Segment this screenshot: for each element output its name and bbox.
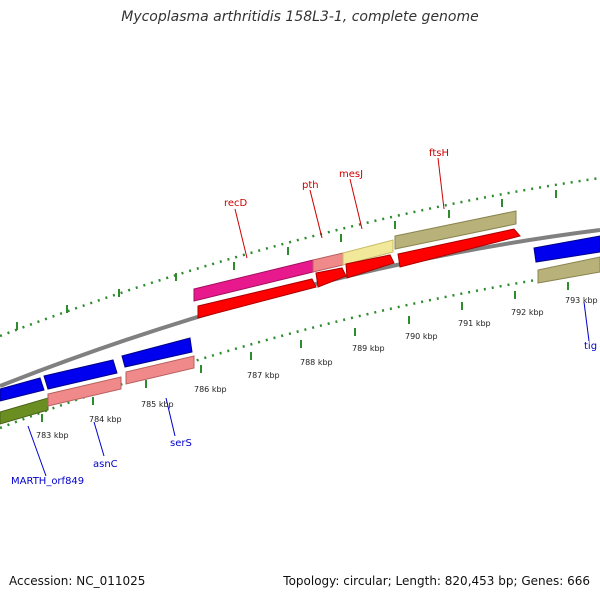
leader-ftsH	[437, 157, 445, 210]
forward-genes-outer	[193, 210, 517, 302]
gene-tig-inner[interactable]	[537, 256, 600, 284]
gene-label-serS[interactable]: serS	[170, 438, 192, 449]
gene-arrow-reverse[interactable]	[533, 235, 600, 263]
leader-recD	[234, 208, 248, 259]
gene-arrow[interactable]	[397, 228, 521, 268]
reverse-genes	[0, 235, 600, 425]
accession-text: Accession: NC_011025	[9, 574, 146, 588]
tick-label: 785 kbp	[141, 400, 174, 409]
tick-label: 789 kbp	[352, 344, 385, 353]
leader-asnC	[93, 421, 105, 457]
tick-label: 787 kbp	[247, 371, 280, 380]
tick-labels: 783 kbp 784 kbp 785 kbp 786 kbp 787 kbp …	[36, 296, 598, 440]
leader-tig	[583, 301, 590, 342]
tick-label: 791 kbp	[458, 319, 491, 328]
leader-pth	[309, 189, 323, 239]
gene-arrow-reverse[interactable]	[43, 359, 118, 390]
inner-tick-ring	[0, 268, 600, 430]
leader-mesJ	[349, 178, 363, 230]
gene-arrow[interactable]	[315, 267, 347, 288]
tick-label: 792 kbp	[511, 308, 544, 317]
gene-label-asnC[interactable]: asnC	[93, 459, 118, 470]
gene-label-tig[interactable]: tig	[584, 341, 597, 352]
tick-label: 784 kbp	[89, 415, 122, 424]
gene-arrow[interactable]	[197, 278, 317, 319]
leader-serS	[165, 397, 176, 437]
leader-MARTH_orf849	[27, 425, 47, 477]
tick-label: 790 kbp	[405, 332, 438, 341]
genome-summary-text: Topology: circular; Length: 820,453 bp; …	[283, 574, 590, 588]
gene-labels: recD pth mesJ ftsH MARTH_orf849 asnC ser…	[11, 148, 597, 487]
outer-tick-ring	[0, 176, 600, 338]
gene-mesJ[interactable]	[342, 239, 394, 266]
gene-arrow-reverse[interactable]	[0, 377, 45, 402]
map-title: Mycoplasma arthritidis 158L3-1, complete…	[121, 9, 479, 25]
gene-serS[interactable]	[125, 355, 195, 385]
gene-label-recD[interactable]: recD	[224, 198, 248, 209]
gene-arrow-reverse[interactable]	[121, 337, 193, 368]
tick-label: 783 kbp	[36, 431, 69, 440]
gene-asnC[interactable]	[47, 376, 122, 407]
gene-label-mesJ[interactable]: mesJ	[339, 169, 363, 180]
tick-label: 786 kbp	[194, 385, 227, 394]
major-ticks	[41, 282, 569, 422]
gene-arrow[interactable]	[345, 254, 395, 279]
tick-label: 788 kbp	[300, 358, 333, 367]
gene-ftsH-outer[interactable]	[394, 210, 517, 250]
forward-genes-inner	[197, 228, 521, 319]
tick-label: 793 kbp	[565, 296, 598, 305]
gene-MARTH_orf849[interactable]	[0, 397, 49, 425]
outer-major-ticks	[16, 190, 557, 330]
gene-label-MARTH_orf849[interactable]: MARTH_orf849	[11, 476, 84, 487]
gene-label-ftsH[interactable]: ftsH	[429, 148, 449, 159]
label-leaders	[27, 157, 590, 477]
gene-label-pth[interactable]: pth	[302, 180, 319, 191]
